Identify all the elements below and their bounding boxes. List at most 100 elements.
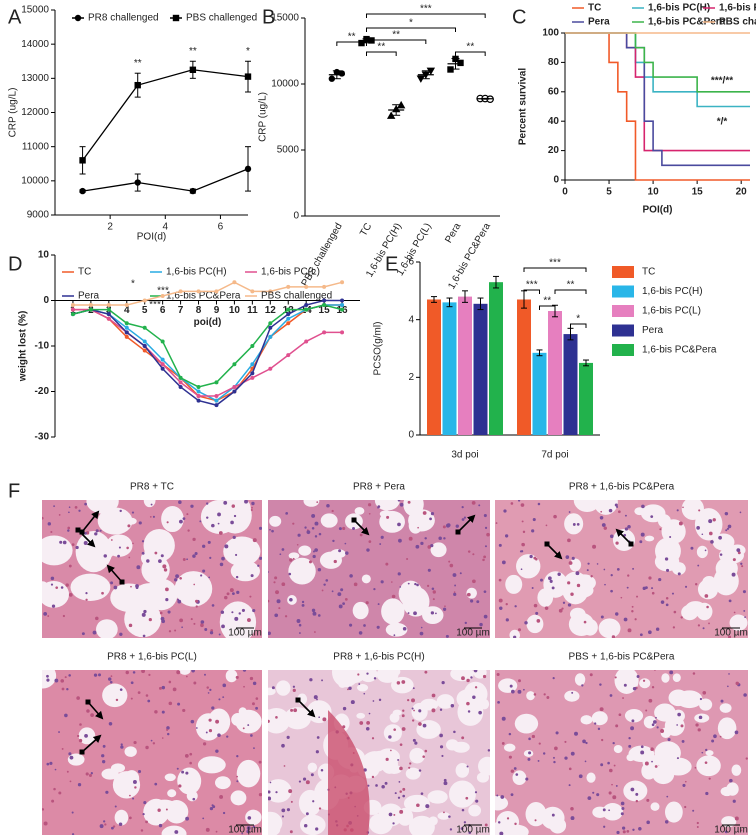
panel-label: B <box>262 6 275 28</box>
significance-bracket <box>539 305 556 310</box>
alveolus <box>569 558 582 572</box>
nucleus <box>128 816 132 820</box>
nucleus <box>640 532 645 537</box>
nucleus <box>676 509 679 512</box>
marker <box>142 325 147 330</box>
nucleus <box>463 821 467 824</box>
nucleus <box>51 799 55 803</box>
marker <box>196 384 201 389</box>
x-tick-label: 9 <box>214 305 220 316</box>
x-tick-label: TC <box>358 221 374 238</box>
alveolus <box>225 670 238 683</box>
nucleus <box>166 521 169 524</box>
nucleus <box>251 501 255 506</box>
nucleus <box>678 521 683 526</box>
nucleus <box>172 687 177 692</box>
alveolus <box>230 560 260 582</box>
nucleus <box>635 799 639 803</box>
legend-label: 1,6-bis PC(L) <box>719 3 756 14</box>
nucleus <box>84 532 87 535</box>
nucleus <box>419 631 424 636</box>
nucleus <box>682 783 686 787</box>
nucleus <box>514 822 517 826</box>
nucleus <box>551 586 555 590</box>
histology-image <box>495 670 748 835</box>
nucleus <box>160 616 165 621</box>
nucleus <box>101 591 104 595</box>
nucleus <box>301 603 305 607</box>
alveolus <box>161 505 184 533</box>
alveolus <box>236 759 261 788</box>
nucleus <box>145 820 148 824</box>
marker <box>124 303 129 308</box>
marker <box>386 111 396 119</box>
nucleus <box>208 718 212 722</box>
nucleus <box>321 679 323 682</box>
nucleus <box>631 719 635 723</box>
marker <box>124 334 129 339</box>
nucleus <box>611 635 616 638</box>
nucleus <box>77 783 82 787</box>
nucleus <box>498 598 503 603</box>
histology-image <box>495 500 748 638</box>
nucleus <box>705 748 708 752</box>
scale-bar-label: 100 µm <box>456 825 490 836</box>
nucleus <box>209 688 212 691</box>
alveolus <box>174 571 213 607</box>
marker <box>88 303 93 308</box>
nucleus <box>78 509 81 512</box>
nucleus <box>443 778 447 782</box>
nucleus <box>413 709 415 712</box>
alveolus <box>420 698 439 711</box>
nucleus <box>64 676 67 679</box>
nucleus <box>290 800 293 803</box>
nucleus <box>306 530 311 535</box>
nucleus <box>614 676 617 679</box>
nucleus <box>449 563 454 568</box>
legend-label: PBS challenged <box>261 291 332 302</box>
nucleus <box>338 527 342 531</box>
nucleus <box>567 581 571 585</box>
nucleus <box>650 747 654 751</box>
nucleus <box>53 787 56 791</box>
alveolus <box>114 809 129 826</box>
alveolus <box>694 508 723 541</box>
nucleus <box>130 585 132 588</box>
alveolus <box>516 554 541 579</box>
nucleus <box>648 698 653 703</box>
nucleus <box>461 736 465 740</box>
nucleus <box>380 535 384 539</box>
significance-label: * <box>409 18 413 29</box>
nucleus <box>189 752 193 756</box>
arrow <box>106 564 123 583</box>
nucleus <box>479 622 483 627</box>
alveolus <box>436 694 455 709</box>
nucleus <box>399 743 403 746</box>
nucleus <box>308 560 312 564</box>
alveolus <box>409 747 425 764</box>
alveolus <box>705 750 714 756</box>
marker <box>268 325 273 330</box>
nucleus <box>185 771 189 775</box>
nucleus <box>178 500 182 504</box>
nucleus <box>622 830 626 834</box>
nucleus <box>435 612 437 615</box>
nucleus <box>174 830 179 834</box>
marker <box>196 398 201 403</box>
nucleus <box>101 754 105 758</box>
legend-label: Pera <box>78 291 100 302</box>
nucleus <box>669 535 672 539</box>
nucleus <box>129 794 131 797</box>
nucleus <box>734 730 739 735</box>
nucleus <box>103 820 106 823</box>
alveolus <box>276 680 291 696</box>
nucleus <box>215 719 220 724</box>
nucleus <box>464 621 467 625</box>
nucleus <box>483 555 487 559</box>
nucleus <box>597 727 601 731</box>
nucleus <box>609 534 614 539</box>
significance-label: *** <box>420 4 432 15</box>
nucleus <box>215 830 218 833</box>
alveolus <box>299 814 326 835</box>
